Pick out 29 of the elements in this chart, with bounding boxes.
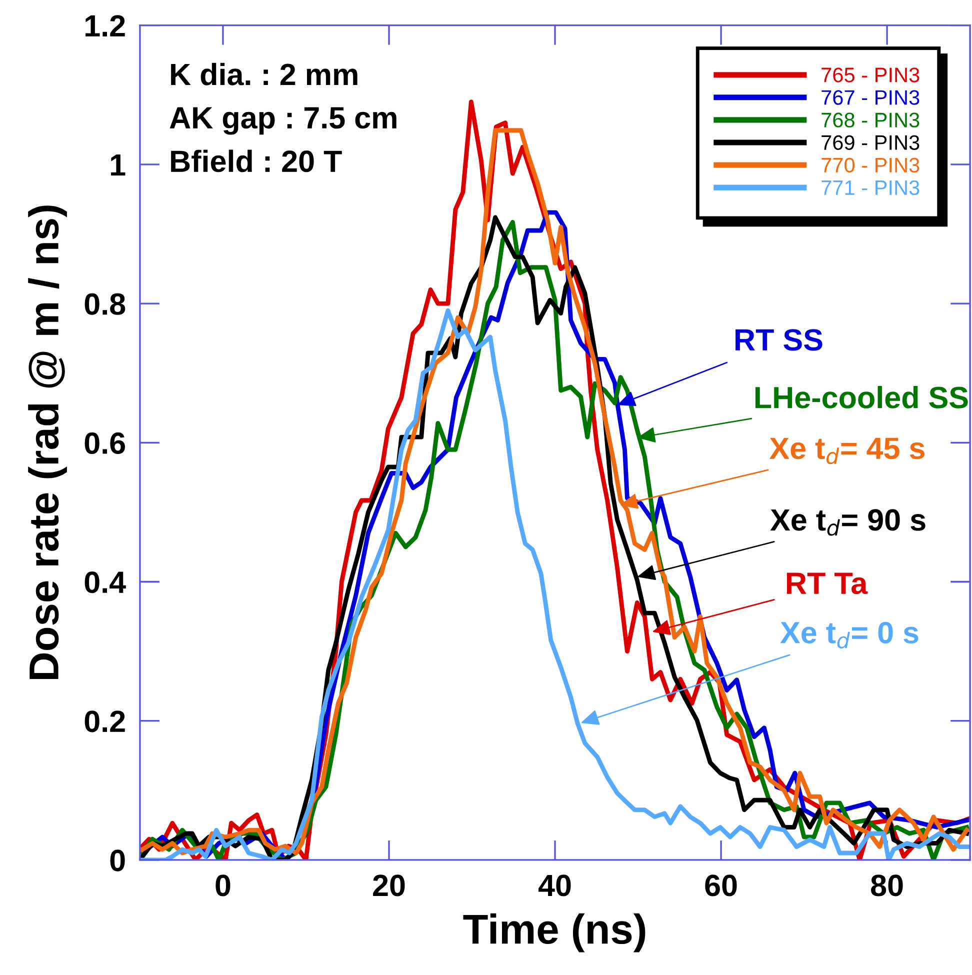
x-tick-label: 80 xyxy=(871,874,903,896)
legend-label: 770 - PIN3 xyxy=(822,158,920,173)
x-tick-label: 60 xyxy=(705,874,737,896)
y-tick-label: 1 xyxy=(111,154,126,176)
y-tick-label: 1.2 xyxy=(86,15,125,36)
x-tick-label: 0 xyxy=(216,874,230,896)
annotation: Xe t$_{d}$= 45 s xyxy=(769,438,924,464)
annotation: Xe t$_{d}$= 90 s xyxy=(770,509,926,536)
annotation: RT Ta xyxy=(786,572,868,594)
annotation: Xe t$_{d}$= 0 s xyxy=(780,622,918,648)
annotation: LHe-cooled SS xyxy=(755,386,968,408)
y-tick-label: 0 xyxy=(110,850,125,872)
y-tick-label: 0.4 xyxy=(84,571,126,594)
x-tick-label: 40 xyxy=(538,874,571,896)
y-tick-label: 0.8 xyxy=(84,293,126,315)
x-tick-label: 20 xyxy=(373,874,405,896)
legend-label: 767 - PIN3 xyxy=(822,90,920,105)
annotation: AK gap : 7.5 cm xyxy=(170,107,396,135)
legend-label: 769 - PIN3 xyxy=(822,135,920,150)
x-axis-title: Time (ns) xyxy=(463,913,646,952)
annotation: K dia. : 2 mm xyxy=(171,62,358,86)
legend-label: 765 - PIN3 xyxy=(822,68,920,82)
annotation: Bfield : 20 T xyxy=(171,150,342,172)
y-axis-title: Dose rate (rad @ m / ns) xyxy=(28,206,67,679)
legend-label: 771 - PIN3 xyxy=(822,180,920,196)
annotation: RT SS xyxy=(736,329,822,351)
y-tick-label: 0.6 xyxy=(84,432,125,454)
y-tick-label: 0.2 xyxy=(84,710,125,732)
legend-label: 768 - PIN3 xyxy=(822,112,920,128)
